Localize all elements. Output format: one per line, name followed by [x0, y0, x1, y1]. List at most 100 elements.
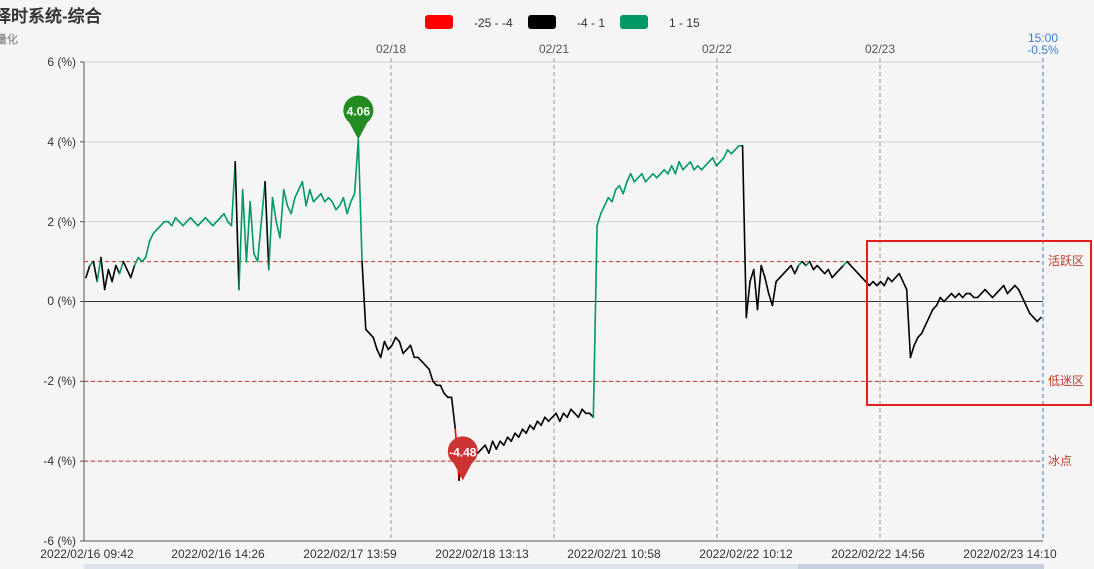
series-segment	[107, 268, 113, 283]
series-segment	[417, 356, 423, 363]
series-segment	[144, 240, 151, 259]
series-segment	[775, 276, 781, 283]
series-segment	[353, 138, 360, 195]
series-segment	[1002, 284, 1009, 295]
series-segment	[484, 444, 490, 454]
series-segment	[820, 268, 826, 275]
series-segment	[984, 288, 990, 295]
series-segment	[816, 264, 822, 271]
top-date-labels: 02/18 02/21 02/22 02/23	[376, 42, 895, 56]
x-tick-label: 2022/02/23 14:10	[963, 547, 1057, 561]
y-tick-label: -6 (%)	[43, 534, 76, 548]
series-segment	[902, 280, 908, 291]
legend-item-green[interactable]: 1 - 15	[620, 15, 700, 30]
series-segment	[159, 220, 166, 227]
series-segment	[1006, 288, 1012, 295]
x-tick-label: 2022/02/16 14:26	[171, 547, 265, 561]
series-segment	[812, 264, 818, 271]
series-segment	[730, 149, 736, 155]
series-segment	[510, 432, 516, 443]
series-segment	[241, 188, 248, 263]
chart-subtitle: 量化	[0, 32, 18, 46]
legend-label-red: -25 - -4	[474, 16, 513, 30]
series-segment	[808, 260, 815, 271]
series-segment	[387, 344, 393, 351]
series-segment	[342, 196, 348, 215]
marker-max[interactable]: 4.06	[343, 95, 374, 140]
series-segment	[928, 308, 934, 319]
series-segment	[532, 420, 539, 431]
y-tick-label: 2 (%)	[47, 215, 76, 229]
series-segment	[223, 212, 229, 223]
series-segment	[111, 264, 117, 283]
series-segment	[581, 408, 587, 415]
series-segment	[920, 324, 927, 335]
marker-max-pin	[343, 95, 374, 140]
series-segment	[961, 292, 968, 299]
series-segment	[424, 364, 431, 371]
series-segment	[118, 260, 125, 275]
series-segment	[271, 196, 278, 223]
series-segment	[514, 432, 520, 439]
series-segment	[331, 200, 337, 211]
series-segment	[898, 272, 904, 283]
series-segment	[536, 420, 542, 427]
series-segment	[193, 220, 199, 227]
series-segment	[156, 224, 162, 231]
series-segment	[443, 392, 449, 399]
range-slider-track[interactable]	[84, 564, 1044, 569]
series-segment	[689, 160, 695, 171]
series-segment	[376, 348, 382, 359]
crosshair-time: 15:00	[1028, 31, 1058, 45]
marker-min-label: -4.48	[449, 445, 477, 459]
series-segment	[682, 164, 688, 171]
series-segment	[238, 188, 244, 291]
marker-min[interactable]: -4.48	[447, 436, 478, 481]
series-segment	[402, 348, 408, 355]
series-segment	[879, 280, 886, 287]
series-segment	[976, 292, 983, 299]
series-segment	[450, 396, 457, 431]
series-segment	[503, 436, 509, 447]
series-segment	[659, 168, 666, 175]
series-segment	[868, 280, 874, 287]
series-segment	[708, 157, 714, 163]
series-segment	[197, 220, 203, 227]
series-segment	[167, 220, 173, 227]
legend-item-black[interactable]: -4 - 1	[528, 15, 605, 30]
series-segment	[670, 164, 677, 175]
series-segment	[696, 164, 703, 171]
series-segment	[394, 336, 401, 343]
range-slider-handle[interactable]	[798, 564, 1044, 569]
series-segment	[547, 416, 554, 423]
series-segment	[103, 268, 110, 291]
series-segment	[853, 268, 860, 275]
series-segment	[383, 340, 389, 351]
series-segment	[917, 332, 923, 339]
series-segment	[297, 180, 304, 191]
x-tick-label: 2022/02/16 09:42	[40, 547, 134, 561]
series-segment	[857, 272, 863, 279]
series-segment	[745, 280, 751, 319]
top-date-label: 02/18	[376, 42, 406, 56]
series-segment	[215, 216, 222, 223]
legend-item-red[interactable]: -25 - -4	[425, 15, 513, 30]
series-segment	[756, 264, 763, 311]
series-segment	[1032, 316, 1039, 323]
x-tick-label: 2022/02/21 10:58	[567, 547, 661, 561]
series-segment	[230, 160, 237, 227]
series-segment	[122, 260, 128, 271]
series-segment	[189, 216, 195, 223]
series-segment	[178, 220, 184, 227]
crosshair-value: -0.5%	[1027, 43, 1059, 57]
series-segment	[323, 196, 330, 203]
reference-label-freeze: 冰点	[1048, 454, 1072, 468]
series-segment	[152, 228, 158, 235]
series-segment	[1029, 312, 1035, 319]
series-segment	[999, 284, 1005, 291]
series-segment	[831, 272, 837, 279]
series-segment	[208, 220, 214, 227]
series-segment	[204, 216, 210, 223]
series-segment	[185, 216, 192, 223]
